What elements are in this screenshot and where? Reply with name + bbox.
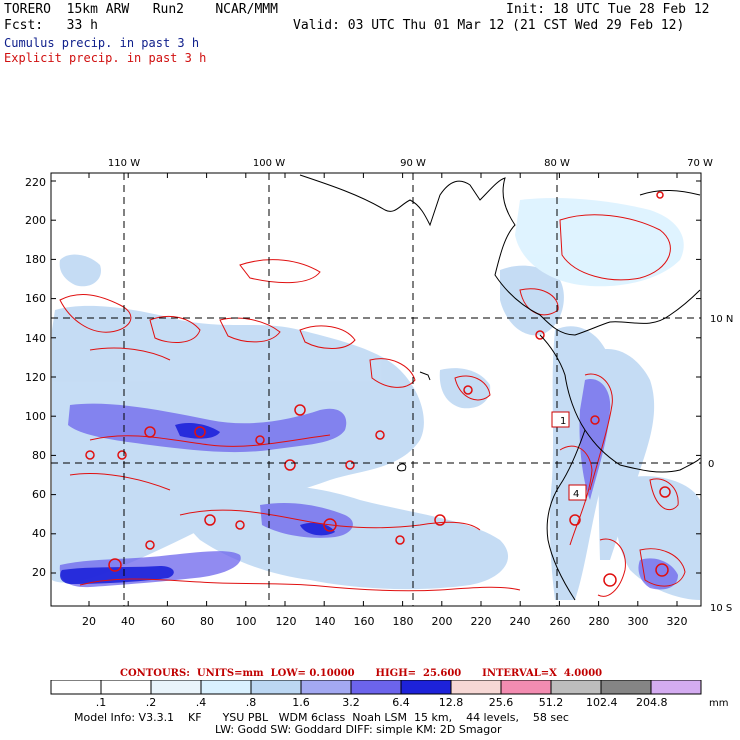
- y-tick-label: 40: [32, 527, 46, 540]
- y-tick-label: 180: [25, 253, 46, 266]
- station-markers: [551, 411, 587, 501]
- x-tick-label: 160: [354, 615, 375, 628]
- lon-label: 80 W: [544, 158, 570, 169]
- forecast-hour: Fcst: 33 h: [4, 18, 98, 33]
- longitude-labels: 110 W 100 W 90 W 80 W 70 W: [108, 158, 713, 169]
- map-plot-area: [51, 173, 701, 606]
- color-scale-label: 204.8: [636, 696, 668, 709]
- lat-lon-grid: [51, 173, 701, 606]
- valid-time: Valid: 03 UTC Thu 01 Mar 12 (21 CST Wed …: [293, 18, 685, 33]
- color-scale-box: [100, 680, 152, 695]
- latitude-labels: 10 N 0 10 S: [708, 314, 733, 614]
- y-tick-label: 220: [25, 176, 46, 189]
- station-marker-1: [551, 411, 570, 428]
- color-scale-label: 3.2: [342, 696, 360, 709]
- x-tick-label: 60: [161, 615, 175, 628]
- x-tick-label: 300: [628, 615, 649, 628]
- color-scale-label: 51.2: [538, 696, 564, 709]
- x-tick-label: 260: [550, 615, 571, 628]
- color-scale-box: [350, 680, 402, 695]
- model-info: Model Info: V3.3.1 KF YSU PBL WDM 6class…: [74, 711, 569, 724]
- coastlines: [299, 174, 701, 601]
- explicit-precip-contours: [59, 214, 686, 597]
- color-scale-box: [600, 680, 652, 695]
- model-title: TORERO 15km ARW Run2 NCAR/MMM: [4, 2, 278, 17]
- color-scale-box: [400, 680, 452, 695]
- x-tick-label: 140: [315, 615, 336, 628]
- color-scale-box: [500, 680, 552, 695]
- y-tick-label: 120: [25, 371, 46, 384]
- contour-info: CONTOURS: UNITS=mm LOW= 0.10000 HIGH= 25…: [120, 668, 603, 679]
- x-tick-label: 200: [432, 615, 453, 628]
- color-scale-box: [650, 680, 702, 695]
- color-scale-boxes: [50, 680, 702, 695]
- x-tick-label: 280: [589, 615, 610, 628]
- color-scale-box: [450, 680, 502, 695]
- x-tick-label: 80: [200, 615, 214, 628]
- map-frame: [50, 172, 702, 607]
- color-scale-box: [150, 680, 202, 695]
- color-scale-box: [550, 680, 602, 695]
- lon-label: 90 W: [400, 158, 426, 169]
- color-scale-box: [250, 680, 302, 695]
- x-tick-label: 100: [236, 615, 257, 628]
- axis-ticks: [51, 173, 701, 606]
- x-tick-label: 40: [121, 615, 135, 628]
- color-scale-label: .2: [145, 696, 157, 709]
- y-tick-label: 80: [32, 449, 46, 462]
- lon-label: 110 W: [108, 158, 140, 169]
- field-cumulus-label: Cumulus precip. in past 3 h: [4, 36, 200, 50]
- color-scale-label: 25.6: [488, 696, 514, 709]
- station-marker-4: [568, 484, 587, 501]
- color-scale-box: [200, 680, 252, 695]
- y-tick-label: 140: [25, 332, 46, 345]
- color-scale-box: [50, 680, 102, 695]
- station-label-1: 1: [560, 416, 566, 427]
- color-scale: mm: [50, 680, 728, 709]
- field-explicit-label: Explicit precip. in past 3 h: [4, 51, 207, 65]
- color-scale-label: .1: [95, 696, 107, 709]
- init-time: Init: 18 UTC Tue 28 Feb 12: [506, 2, 710, 17]
- color-scale-label: 12.8: [438, 696, 464, 709]
- color-scale-label: .4: [195, 696, 207, 709]
- explicit-precip-cells: [85, 191, 671, 587]
- lat-label: 10 S: [710, 603, 732, 614]
- x-tick-label: 220: [471, 615, 492, 628]
- y-tick-labels: 220 200 180 160 140 120 100 80 60 40 20: [25, 176, 46, 579]
- x-tick-label: 120: [276, 615, 297, 628]
- y-tick-label: 60: [32, 488, 46, 501]
- y-tick-label: 200: [25, 214, 46, 227]
- color-scale-label: 1.6: [292, 696, 310, 709]
- lat-label: 0: [708, 459, 714, 470]
- lat-label: 10 N: [710, 314, 733, 325]
- x-tick-label: 320: [667, 615, 688, 628]
- color-scale-label: 102.4: [586, 696, 618, 709]
- lon-label: 70 W: [687, 158, 713, 169]
- x-tick-label: 240: [510, 615, 531, 628]
- x-tick-labels: 20 40 60 80 100 120 140 160 180 200 220 …: [82, 615, 688, 628]
- x-tick-label: 180: [393, 615, 414, 628]
- station-label-4: 4: [573, 489, 579, 500]
- physics-info: LW: Godd SW: Goddard DIFF: simple KM: 2D…: [215, 723, 502, 736]
- color-scale-label: .8: [245, 696, 257, 709]
- color-scale-box: [300, 680, 352, 695]
- y-tick-label: 160: [25, 292, 46, 305]
- x-tick-label: 20: [82, 615, 96, 628]
- y-tick-label: 20: [32, 566, 46, 579]
- lon-label: 100 W: [253, 158, 285, 169]
- y-tick-label: 100: [25, 410, 46, 423]
- color-scale-label: 6.4: [392, 696, 410, 709]
- scale-units: mm: [709, 698, 728, 709]
